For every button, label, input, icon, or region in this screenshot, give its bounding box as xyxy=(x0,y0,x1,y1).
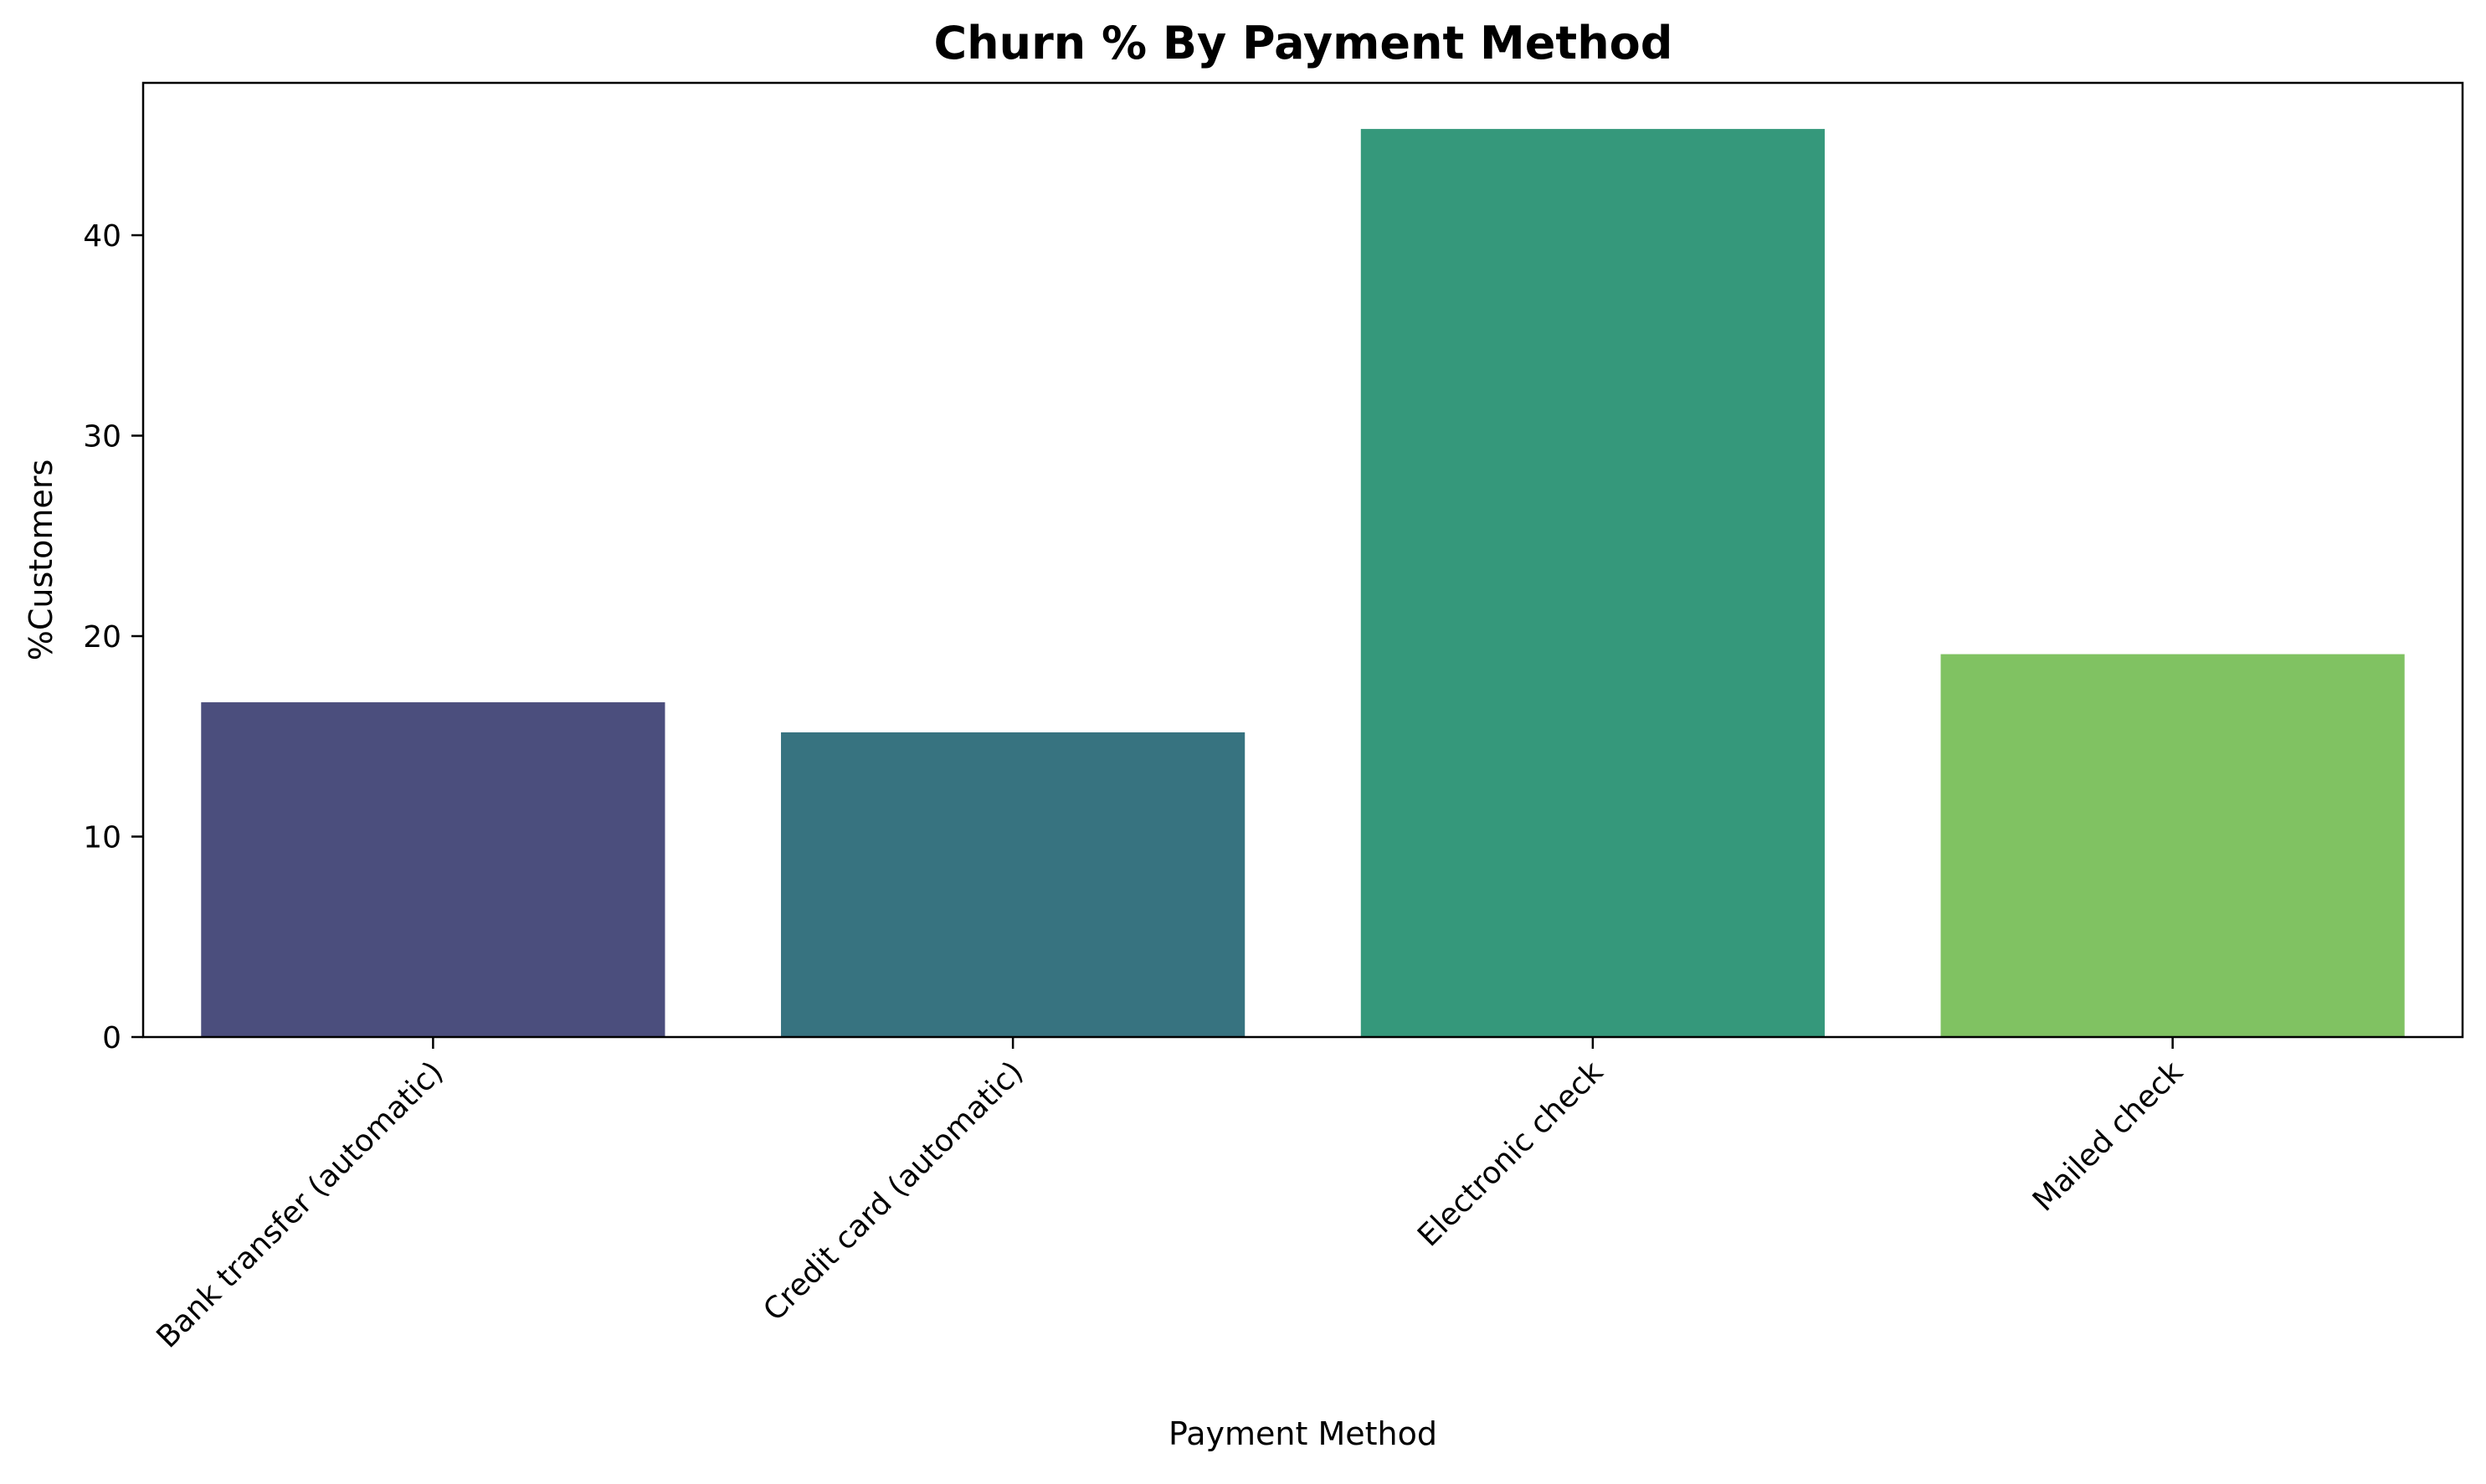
x-tick-label-0: Bank transfer (automatic) xyxy=(150,1055,449,1354)
bar-1 xyxy=(781,732,1246,1037)
x-tick-label-1: Credit card (automatic) xyxy=(757,1055,1030,1327)
y-tick-label-3: 30 xyxy=(83,420,121,454)
y-tick-label-2: 20 xyxy=(83,620,121,655)
bar-3 xyxy=(1940,654,2405,1037)
x-axis-ticks: Bank transfer (automatic) Credit card (au… xyxy=(150,1037,2190,1355)
x-tick-label-2: Electronic check xyxy=(1411,1055,1610,1253)
chart-title: Churn % By Payment Method xyxy=(934,17,1673,69)
y-axis-label: %Customers xyxy=(23,460,59,661)
y-tick-label-0: 0 xyxy=(102,1021,121,1055)
y-tick-label-4: 40 xyxy=(83,219,121,254)
y-tick-label-1: 10 xyxy=(83,821,121,855)
bar-2 xyxy=(1360,129,1825,1038)
bar-0 xyxy=(201,702,665,1037)
y-axis-ticks: 0 10 20 30 40 xyxy=(83,219,143,1055)
x-axis-label: Payment Method xyxy=(1169,1415,1437,1452)
bars-group xyxy=(201,129,2405,1038)
x-tick-label-3: Mailed check xyxy=(2026,1055,2190,1218)
plot-frame xyxy=(141,81,2464,1039)
